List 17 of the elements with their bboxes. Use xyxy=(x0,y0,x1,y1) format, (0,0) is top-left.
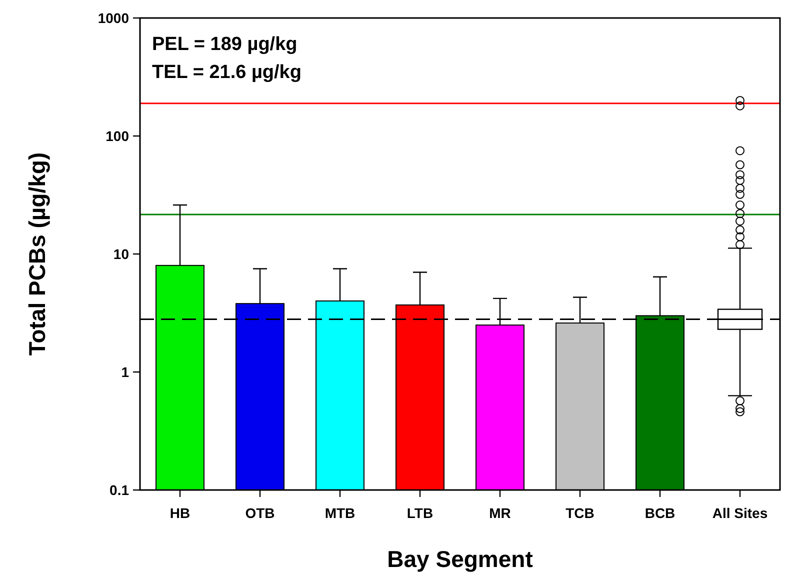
annotation: TEL = 21.6 µg/kg xyxy=(152,62,302,83)
y-tick-label: 100 xyxy=(106,128,130,144)
x-axis-title: Bay Segment xyxy=(387,546,534,572)
x-tick-label: OTB xyxy=(245,505,275,521)
x-tick-label: BCB xyxy=(644,505,676,521)
x-tick-label: HB xyxy=(170,505,190,521)
y-tick-label: 1000 xyxy=(98,10,130,26)
annotation: PEL = 189 µg/kg xyxy=(152,34,298,55)
x-tick-label: LTB xyxy=(406,505,434,521)
x-tick-label: All Sites xyxy=(712,505,768,521)
x-tick-label: MTB xyxy=(324,505,356,521)
x-tick-label: TCB xyxy=(566,505,594,521)
y-tick-label: 0.1 xyxy=(110,482,130,498)
x-tick-label: MR xyxy=(489,505,511,521)
y-axis-title: Total PCBs (µg/kg) xyxy=(24,152,50,356)
y-tick-label: 10 xyxy=(113,246,130,262)
y-tick-label: 1 xyxy=(121,364,130,380)
